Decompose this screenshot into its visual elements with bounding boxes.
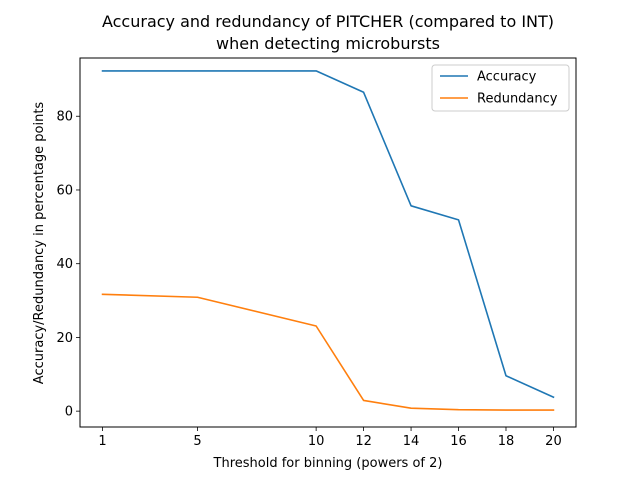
legend-label-redundancy: Redundancy bbox=[477, 92, 558, 107]
series-line-redundancy bbox=[101, 293, 555, 411]
y-axis-label: Accuracy/Redundancy in percentage points bbox=[32, 102, 47, 385]
x-axis-label: Threshold for binning (powers of 2) bbox=[213, 456, 443, 471]
chart-title-line-2: when detecting microbursts bbox=[216, 34, 440, 53]
x-tick-label: 5 bbox=[193, 434, 201, 449]
x-tick-label: 16 bbox=[450, 434, 467, 449]
y-tick-label: 60 bbox=[56, 183, 73, 198]
y-tick-label: 40 bbox=[56, 257, 73, 272]
x-tick-label: 14 bbox=[403, 434, 420, 449]
chart-title-line-1: Accuracy and redundancy of PITCHER (comp… bbox=[101, 12, 555, 31]
y-axis-ticks: 0 20 40 60 80 bbox=[56, 110, 80, 420]
x-tick-label: 1 bbox=[98, 434, 106, 449]
legend-label-accuracy: Accuracy bbox=[477, 70, 537, 85]
x-tick-label: 12 bbox=[355, 434, 372, 449]
legend: Accuracy Redundancy bbox=[431, 64, 570, 112]
series-layer bbox=[101, 70, 555, 411]
x-tick-label: 10 bbox=[308, 434, 325, 449]
y-tick-label: 20 bbox=[56, 331, 73, 346]
x-tick-label: 18 bbox=[498, 434, 515, 449]
y-tick-label: 0 bbox=[65, 405, 73, 420]
y-tick-label: 80 bbox=[56, 110, 73, 125]
plot-frame bbox=[79, 57, 577, 428]
x-tick-label: 20 bbox=[545, 434, 562, 449]
series-line-accuracy bbox=[101, 70, 555, 399]
x-axis-ticks: 1 5 10 12 14 16 18 20 bbox=[98, 427, 562, 449]
